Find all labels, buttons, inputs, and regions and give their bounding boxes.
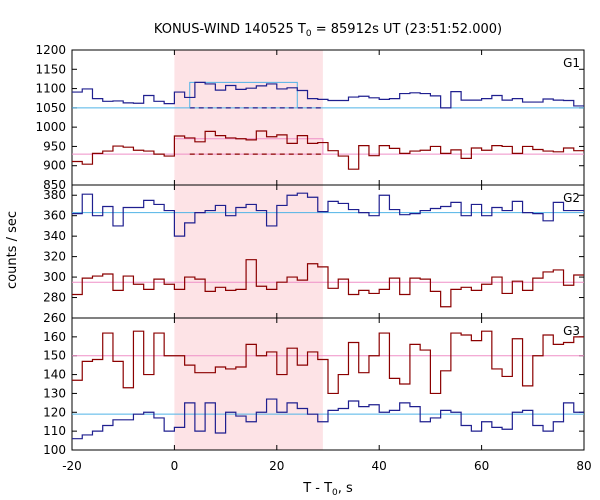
y-tick-label: 140 [43, 368, 66, 382]
series-line-blue [72, 81, 584, 109]
y-tick-label: 950 [43, 139, 66, 153]
panel-g1: 850 900 950 1000 1050 1100 1150 1200 G1 [35, 43, 585, 192]
panel-label: G3 [563, 324, 580, 338]
y-tick-label: 1200 [35, 43, 66, 57]
chart-title-rest: = 85912s UT (23:51:52.000) [312, 22, 502, 37]
y-tick-label: 160 [43, 330, 66, 344]
y-tick-label: 380 [43, 188, 66, 202]
x-tick-label: -20 [62, 459, 82, 473]
panel-label: G2 [563, 191, 580, 205]
series-line-blue [72, 192, 584, 237]
panel-g3: 100 110 120 130 140 150 160 G3 [43, 317, 585, 457]
chart-title-main: KONUS-WIND 140525 T [154, 22, 306, 37]
y-tick-label: 900 [43, 159, 66, 173]
x-tick-label: 80 [576, 459, 591, 473]
y-tick-label: 130 [43, 386, 66, 400]
y-tick-label: 100 [43, 443, 66, 457]
y-tick-label: 340 [43, 229, 66, 243]
x-tick-label: 0 [171, 459, 179, 473]
x-tick-label: 40 [372, 459, 387, 473]
y-tick-label: 1000 [35, 120, 66, 134]
chart-title-sub: 0 [306, 29, 312, 39]
panel-frame [71, 49, 585, 186]
x-axis-label-sub: 0 [332, 488, 338, 498]
excess-box [189, 81, 298, 108]
y-tick-label: 260 [43, 311, 66, 325]
chart-title: KONUS-WIND 140525 T0 = 85912s UT (23:51:… [154, 22, 502, 39]
y-tick-label: 120 [43, 405, 66, 419]
series-line-red [72, 259, 584, 308]
x-axis-label: T - T0, s [302, 481, 353, 498]
series-line-red [72, 330, 584, 395]
y-tick-label: 150 [43, 349, 66, 363]
x-tick-label: 60 [474, 459, 489, 473]
x-axis-label-rest: , s [338, 481, 353, 496]
y-tick-label: 280 [43, 291, 66, 305]
y-tick-label: 300 [43, 270, 66, 284]
x-axis-label-main: T - T [302, 481, 332, 496]
y-tick-label: 1150 [35, 62, 66, 76]
y-tick-label: 1100 [35, 82, 66, 96]
plot-area: 85090095010001050110011501200G1260280300… [35, 43, 591, 473]
panel-frame [71, 317, 585, 451]
y-tick-label: 360 [43, 209, 66, 223]
y-tick-label: 110 [43, 424, 66, 438]
series-line-blue [72, 398, 584, 440]
y-tick-label: 1050 [35, 101, 66, 115]
y-tick-label: 850 [43, 178, 66, 192]
y-tick-label: 320 [43, 250, 66, 264]
x-tick-label: 20 [269, 459, 284, 473]
series-line-red [72, 130, 584, 170]
y-axis-label: counts / sec [5, 211, 20, 289]
panel-label: G1 [563, 56, 580, 70]
highlight-interval [174, 50, 323, 450]
